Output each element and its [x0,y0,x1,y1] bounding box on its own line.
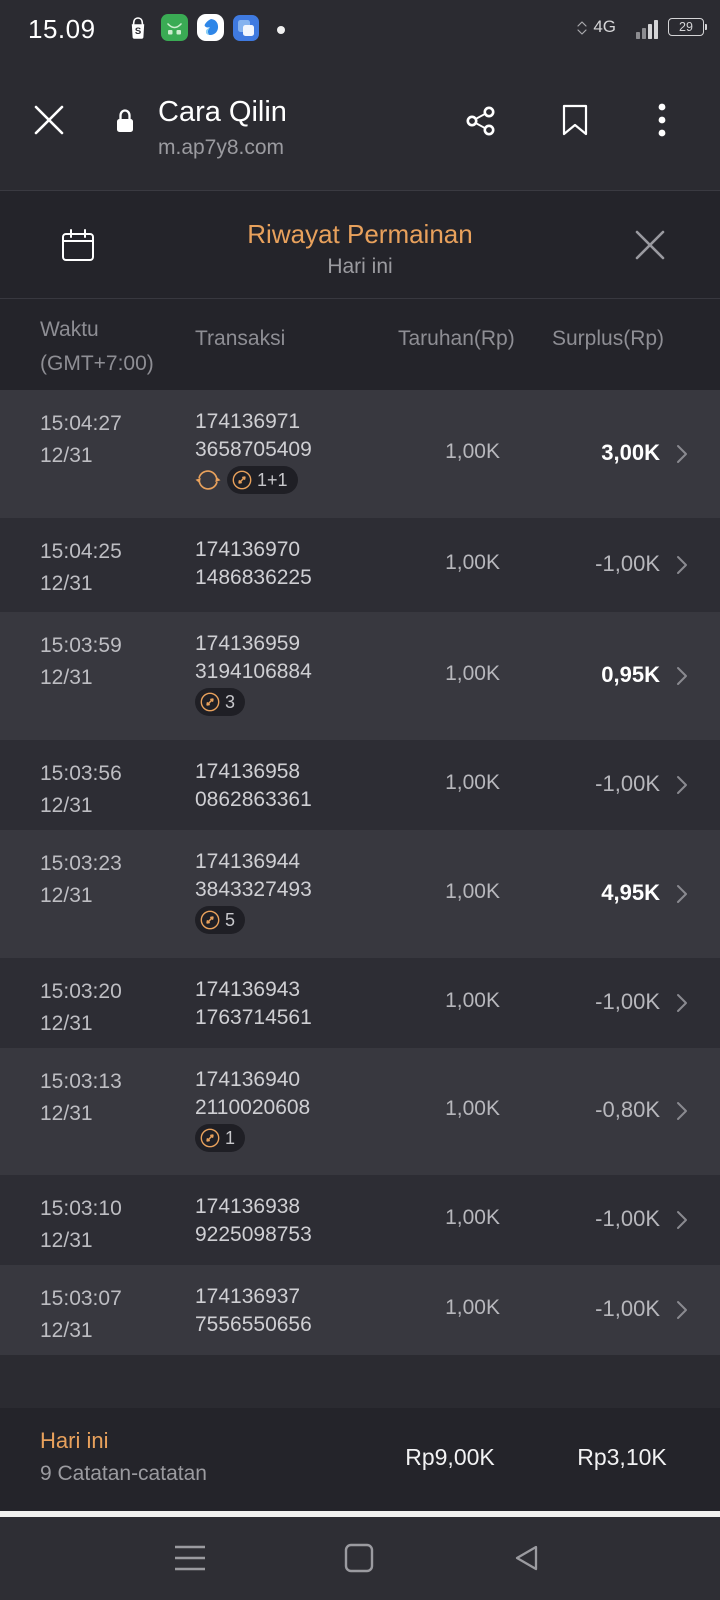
svg-text:S: S [135,26,141,37]
